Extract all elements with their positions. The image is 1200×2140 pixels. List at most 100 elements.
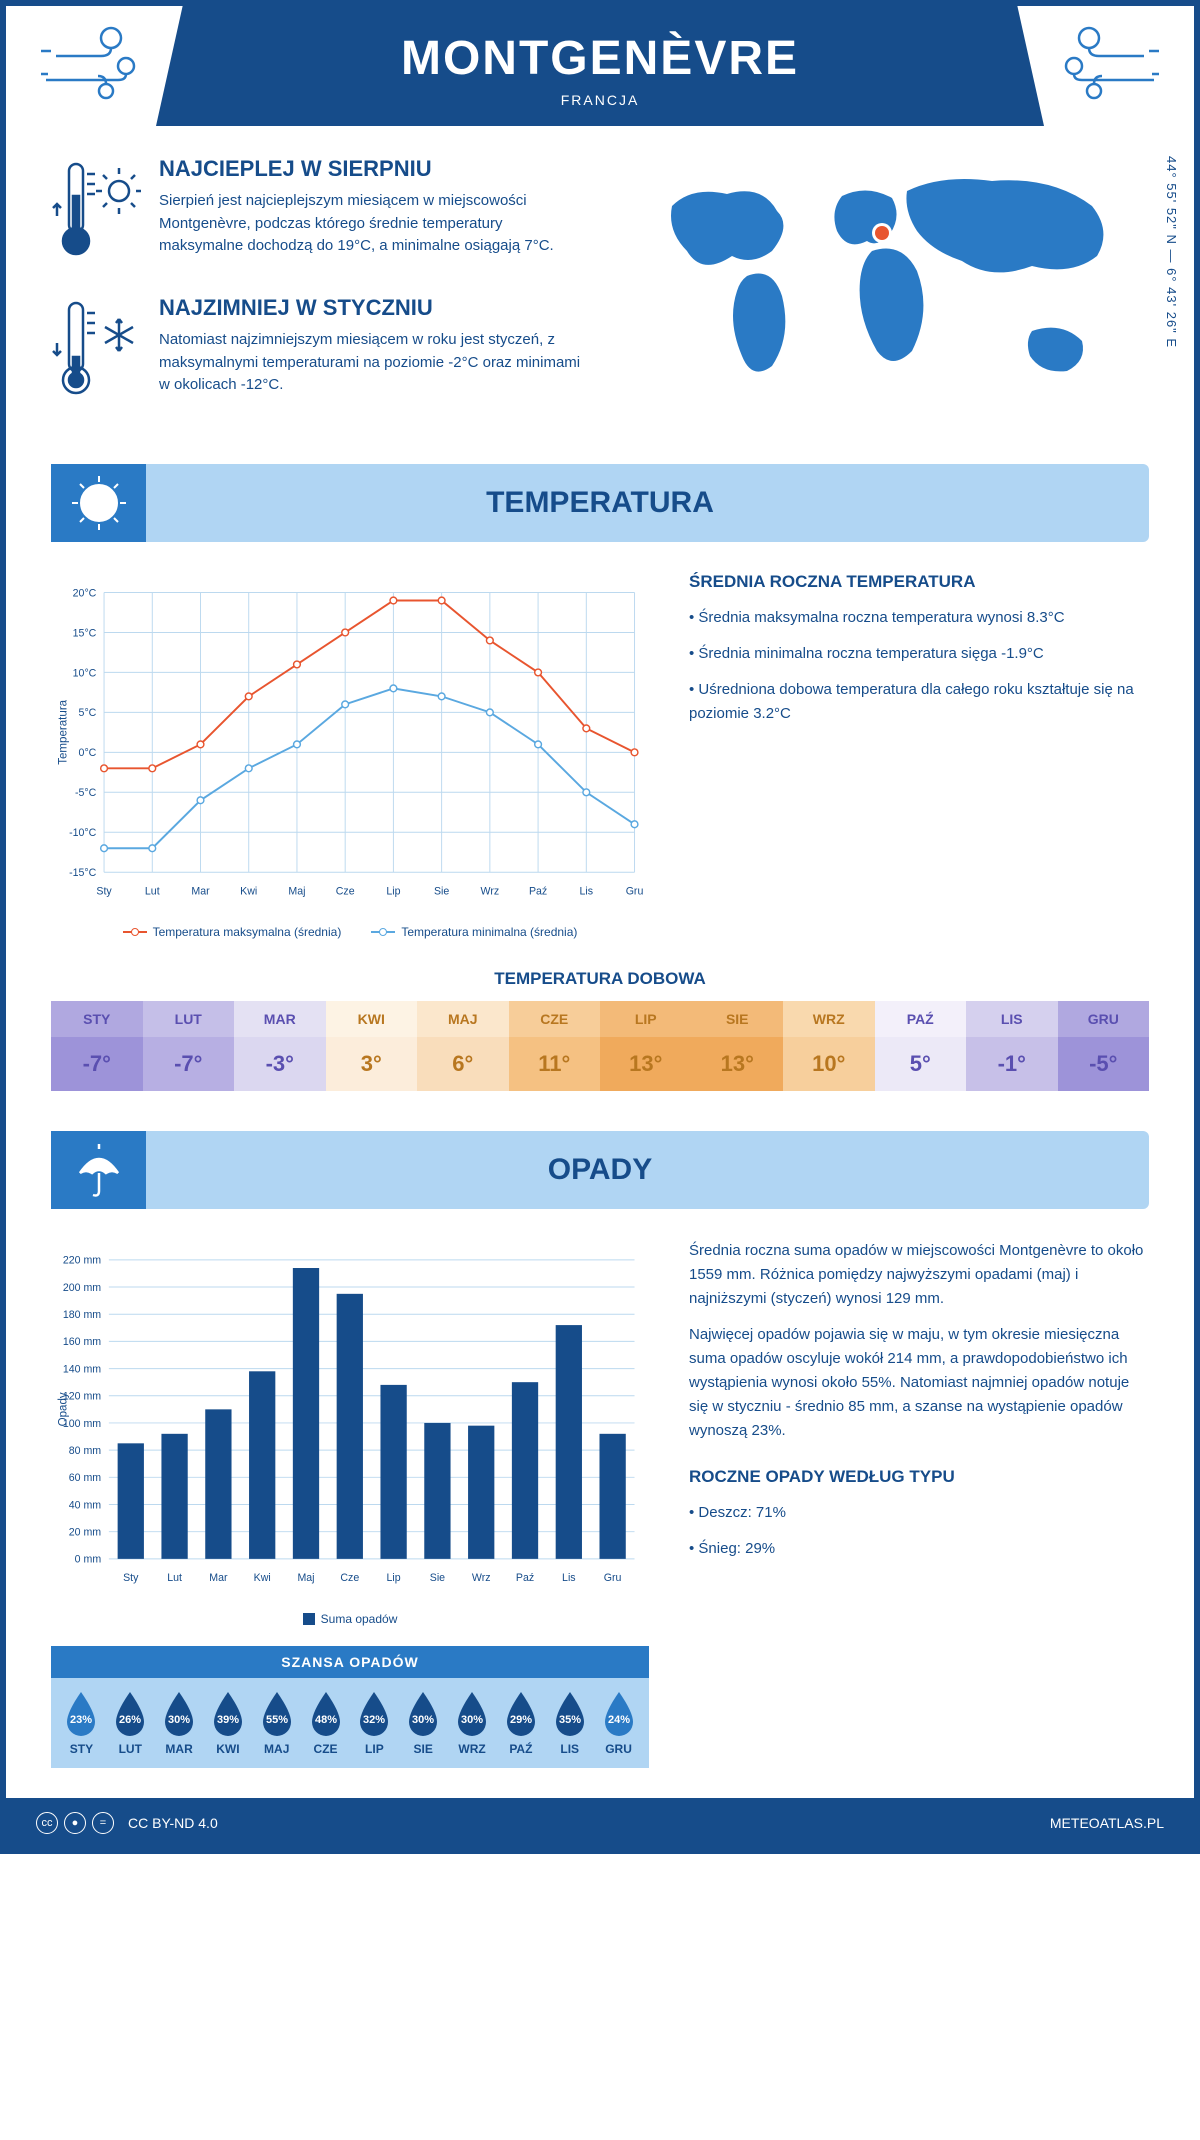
daily-cell: MAJ 6°: [417, 1001, 509, 1091]
svg-text:Lut: Lut: [145, 885, 160, 897]
svg-text:Lis: Lis: [562, 1572, 576, 1584]
coldest-title: NAJZIMNIEJ W STYCZNIU: [159, 295, 585, 321]
svg-text:Lis: Lis: [580, 885, 594, 897]
coordinates: 44° 55' 52" N — 6° 43' 26" E: [1164, 156, 1179, 348]
daily-cell: GRU -5°: [1058, 1001, 1150, 1091]
temp-avg-b1: • Średnia maksymalna roczna temperatura …: [689, 606, 1149, 630]
svg-text:20°C: 20°C: [73, 587, 97, 599]
page-header: MONTGENÈVRE FRANCJA: [156, 6, 1044, 126]
svg-text:Sty: Sty: [96, 885, 112, 897]
svg-text:Gru: Gru: [626, 885, 644, 897]
svg-text:180 mm: 180 mm: [63, 1309, 101, 1321]
coldest-block: NAJZIMNIEJ W STYCZNIU Natomiast najzimni…: [51, 295, 585, 410]
svg-text:48%: 48%: [315, 1714, 337, 1726]
svg-text:-15°C: -15°C: [69, 867, 97, 879]
svg-text:160 mm: 160 mm: [63, 1336, 101, 1348]
svg-text:20 mm: 20 mm: [69, 1527, 102, 1539]
wind-icon-left: [36, 16, 146, 106]
svg-text:55%: 55%: [266, 1714, 288, 1726]
wind-icon-right: [1054, 16, 1164, 106]
license-text: CC BY-ND 4.0: [128, 1815, 218, 1831]
daily-cell: LIP 13°: [600, 1001, 692, 1091]
precip-p2: Najwięcej opadów pojawia się w maju, w t…: [689, 1323, 1149, 1443]
svg-text:80 mm: 80 mm: [69, 1445, 102, 1457]
svg-text:30%: 30%: [168, 1714, 190, 1726]
svg-text:Maj: Maj: [288, 885, 305, 897]
svg-text:26%: 26%: [119, 1714, 141, 1726]
chance-cell: 24% GRU: [594, 1690, 643, 1756]
chance-cell: 39% KWI: [203, 1690, 252, 1756]
chance-cell: 30% MAR: [155, 1690, 204, 1756]
svg-text:0 mm: 0 mm: [75, 1554, 102, 1566]
svg-text:60 mm: 60 mm: [69, 1472, 102, 1484]
daily-temp-title: TEMPERATURA DOBOWA: [51, 969, 1149, 989]
precip-p1: Średnia roczna suma opadów w miejscowośc…: [689, 1239, 1149, 1311]
chance-cell: 55% MAJ: [252, 1690, 301, 1756]
precip-title: OPADY: [548, 1153, 652, 1186]
site-name: METEOATLAS.PL: [1050, 1815, 1164, 1831]
svg-text:Gru: Gru: [604, 1572, 622, 1584]
svg-text:Wrz: Wrz: [481, 885, 500, 897]
temp-avg-b2: • Średnia minimalna roczna temperatura s…: [689, 642, 1149, 666]
daily-cell: KWI 3°: [326, 1001, 418, 1091]
svg-text:Mar: Mar: [209, 1572, 228, 1584]
svg-text:Paź: Paź: [529, 885, 547, 897]
warmest-block: NAJCIEPLEJ W SIERPNIU Sierpień jest najc…: [51, 156, 585, 271]
svg-text:Lut: Lut: [167, 1572, 182, 1584]
chance-cell: 30% WRZ: [448, 1690, 497, 1756]
chance-cell: 29% PAŹ: [496, 1690, 545, 1756]
svg-text:Opady: Opady: [57, 1392, 69, 1426]
svg-text:5°C: 5°C: [79, 707, 97, 719]
country-label: FRANCJA: [156, 92, 1044, 108]
temp-avg-title: ŚREDNIA ROCZNA TEMPERATURA: [689, 572, 1149, 592]
daily-cell: LIS -1°: [966, 1001, 1058, 1091]
temp-avg-b3: • Uśredniona dobowa temperatura dla całe…: [689, 678, 1149, 726]
umbrella-icon: [51, 1131, 146, 1209]
chance-cell: 35% LIS: [545, 1690, 594, 1756]
svg-text:0°C: 0°C: [79, 747, 97, 759]
daily-cell: MAR -3°: [234, 1001, 326, 1091]
svg-text:Temperatura: Temperatura: [57, 699, 69, 764]
svg-text:24%: 24%: [608, 1714, 630, 1726]
warmest-text: Sierpień jest najcieplejszym miesiącem w…: [159, 190, 585, 258]
main-content: NAJCIEPLEJ W SIERPNIU Sierpień jest najc…: [6, 126, 1194, 1798]
svg-text:10°C: 10°C: [73, 667, 97, 679]
temperature-section-header: TEMPERATURA: [51, 464, 1149, 542]
world-map: [615, 156, 1149, 416]
temperature-line-chart: -15°C-10°C-5°C0°C5°C10°C15°C20°CStyLutMa…: [51, 572, 649, 912]
precip-type-b2: • Śnieg: 29%: [689, 1537, 1149, 1561]
chance-title: SZANSA OPADÓW: [51, 1646, 649, 1678]
svg-text:220 mm: 220 mm: [63, 1255, 101, 1267]
svg-text:200 mm: 200 mm: [63, 1282, 101, 1294]
svg-text:Lip: Lip: [387, 1572, 401, 1584]
daily-cell: CZE 11°: [509, 1001, 601, 1091]
by-icon: ●: [64, 1812, 86, 1834]
svg-text:Sie: Sie: [434, 885, 449, 897]
nd-icon: =: [92, 1812, 114, 1834]
daily-temp-table: STY -7° LUT -7° MAR -3° KWI 3° MAJ 6° CZ…: [51, 1001, 1149, 1091]
temperature-title: TEMPERATURA: [486, 486, 714, 519]
precip-legend: Suma opadów: [51, 1612, 649, 1626]
svg-text:29%: 29%: [510, 1714, 532, 1726]
sun-icon: [51, 464, 146, 542]
legend-precip: Suma opadów: [321, 1612, 398, 1626]
svg-text:Lip: Lip: [386, 885, 400, 897]
legend-min: Temperatura minimalna (średnia): [401, 925, 577, 939]
header-wrap: MONTGENÈVRE FRANCJA: [6, 6, 1194, 126]
intro-row: NAJCIEPLEJ W SIERPNIU Sierpień jest najc…: [51, 156, 1149, 434]
svg-text:23%: 23%: [70, 1714, 92, 1726]
legend-max: Temperatura maksymalna (średnia): [153, 925, 342, 939]
daily-cell: PAŹ 5°: [875, 1001, 967, 1091]
daily-cell: SIE 13°: [692, 1001, 784, 1091]
svg-text:Mar: Mar: [191, 885, 210, 897]
svg-text:Sie: Sie: [430, 1572, 445, 1584]
svg-text:-10°C: -10°C: [69, 827, 97, 839]
svg-text:39%: 39%: [217, 1714, 239, 1726]
svg-text:40 mm: 40 mm: [69, 1499, 102, 1511]
precip-type-title: ROCZNE OPADY WEDŁUG TYPU: [689, 1467, 1149, 1487]
chance-cell: 48% CZE: [301, 1690, 350, 1756]
warmest-title: NAJCIEPLEJ W SIERPNIU: [159, 156, 585, 182]
daily-cell: STY -7°: [51, 1001, 143, 1091]
svg-text:Maj: Maj: [297, 1572, 314, 1584]
thermometer-hot-icon: [51, 156, 141, 271]
